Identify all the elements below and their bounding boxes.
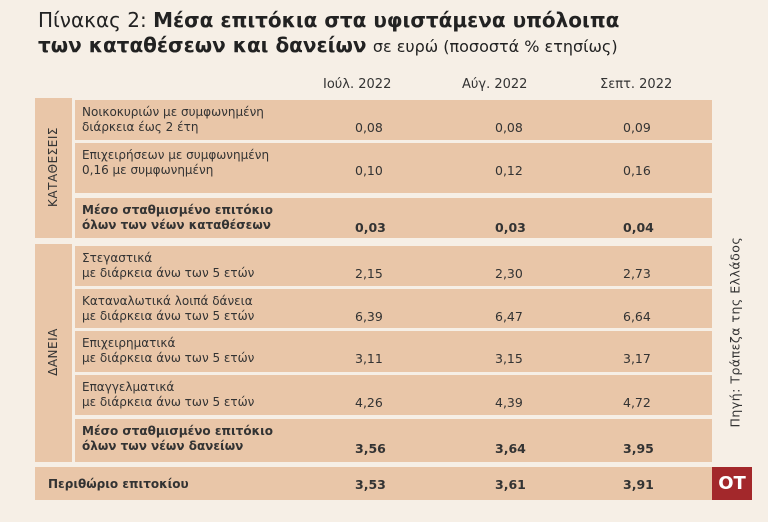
cell-value: 2,15 [355,266,383,281]
margin-label: Περιθώριο επιτοκίου [48,477,189,491]
cell-value: 0,09 [623,120,651,135]
cell-value: 6,64 [623,309,651,324]
cell-value: 3,11 [355,351,383,366]
title: Πίνακας 2: Μέσα επιτόκια στα υφιστάμενα … [38,8,738,59]
source: Πηγή: Τράπεζα της Ελλάδος [727,236,743,428]
row-label: Στεγαστικά με διάρκεια άνω των 5 ετών [82,251,255,280]
logo: ΟΤ [712,467,752,500]
row-label: Καταναλωτικά λοιπά δάνεια με διάρκεια άν… [82,294,255,323]
margin-value: 3,91 [623,477,654,492]
column-header: Σεπτ. 2022 [600,77,673,92]
title-main: Μέσα επιτόκια στα υφιστάμενα υπόλοιπα τω… [38,8,620,57]
row-box [75,198,712,238]
row-label: Νοικοκυριών με συμφωνημένη διάρκεια έως … [82,105,264,134]
section-box [35,98,72,238]
cell-value: 3,56 [355,441,386,456]
row-box [75,419,712,462]
row-label: Επιχειρήσεων με συμφωνημένη 0,16 με συμφ… [82,148,270,177]
cell-value: 0,03 [355,220,386,235]
cell-value: 2,30 [495,266,523,281]
row-box [75,375,712,415]
cell-value: 0,04 [623,220,654,235]
cell-value: 0,08 [355,120,383,135]
margin-row-box [35,467,712,500]
row-box [75,246,712,286]
cell-value: 0,10 [355,163,383,178]
row-box [75,331,712,372]
margin-value: 3,53 [355,477,386,492]
section-box [35,244,72,462]
title-prefix: Πίνακας 2: [38,8,147,32]
row-box [75,289,712,328]
cell-value: 3,15 [495,351,523,366]
cell-value: 0,03 [495,220,526,235]
row-label: Επαγγελματικά με διάρκεια άνω των 5 ετών [82,380,255,409]
section-label: ΚΑΤΑΘΕΣΕΙΣ [46,127,60,207]
cell-value: 6,47 [495,309,523,324]
cell-value: 2,73 [623,266,651,281]
cell-value: 6,39 [355,309,383,324]
row-box [75,100,712,140]
column-header: Ιούλ. 2022 [323,77,392,92]
row-label: Μέσο σταθμισμένο επιτόκιο όλων των νέων … [82,203,274,232]
row-box [75,143,712,193]
cell-value: 0,08 [495,120,523,135]
column-header: Αύγ. 2022 [462,77,528,92]
cell-value: 4,39 [495,395,523,410]
cell-value: 3,64 [495,441,526,456]
cell-value: 4,26 [355,395,383,410]
section-label: ΔΑΝΕΙΑ [46,328,60,376]
cell-value: 3,17 [623,351,651,366]
row-label: Μέσο σταθμισμένο επιτόκιο όλων των νέων … [82,424,274,453]
margin-value: 3,61 [495,477,526,492]
cell-value: 0,12 [495,163,523,178]
title-unit: σε ευρώ (ποσοστά % ετησίως) [372,37,618,56]
cell-value: 4,72 [623,395,651,410]
cell-value: 3,95 [623,441,654,456]
cell-value: 0,16 [623,163,651,178]
row-label: Επιχειρηματικά με διάρκεια άνω των 5 ετώ… [82,336,255,365]
